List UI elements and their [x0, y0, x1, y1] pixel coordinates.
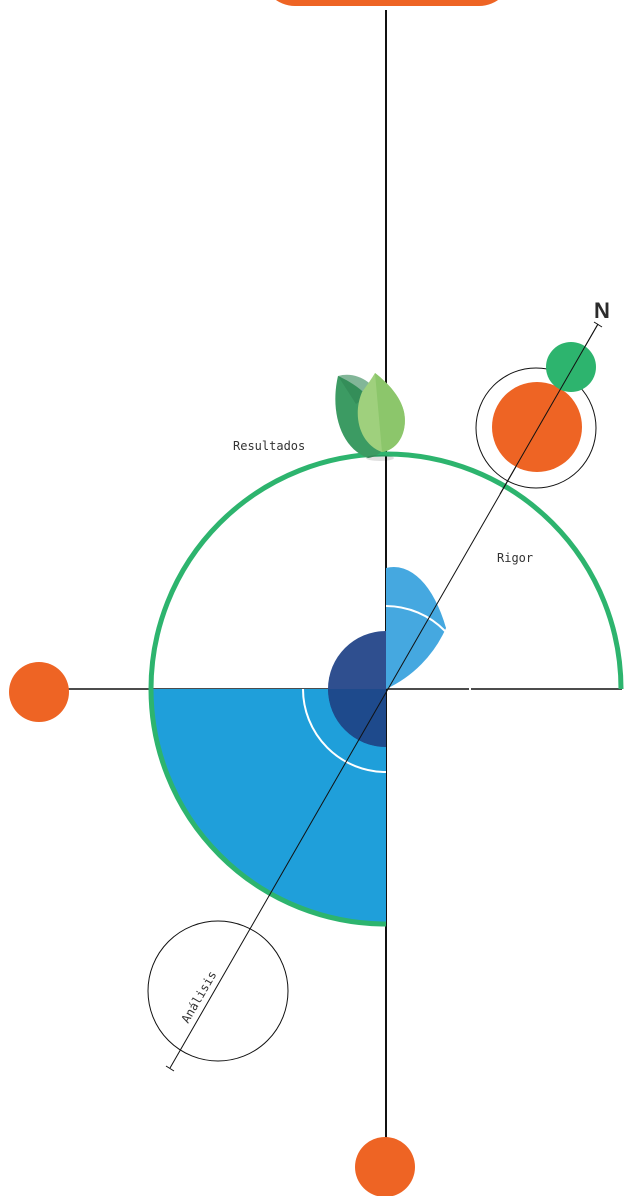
label-rigor: Rigor	[497, 551, 533, 565]
label-results: Resultados	[233, 439, 305, 453]
upper-right-white-arc	[385, 605, 446, 632]
center-ring-lower	[302, 689, 386, 773]
label-north: N	[594, 298, 610, 323]
bottom-orange-circle	[355, 1137, 415, 1196]
green-half-arc	[148, 451, 624, 690]
upper-right-blue-sector	[386, 566, 446, 689]
rigor-orange-circle	[492, 382, 582, 472]
north-green-circle	[546, 342, 596, 392]
top-orange-pill	[276, 0, 498, 6]
center-navy-lower-left	[328, 689, 386, 747]
diagonal-overlay-segment	[499, 323, 599, 495]
left-orange-circle	[9, 662, 69, 722]
green-lower-arc	[148, 688, 387, 927]
center-white-arc	[302, 688, 387, 773]
analysis-outline-circle	[147, 920, 289, 1062]
rigor-outline-circle	[475, 367, 597, 489]
diagonal-end-tick-bottom	[165, 1065, 175, 1072]
leaf-icon	[335, 373, 405, 461]
